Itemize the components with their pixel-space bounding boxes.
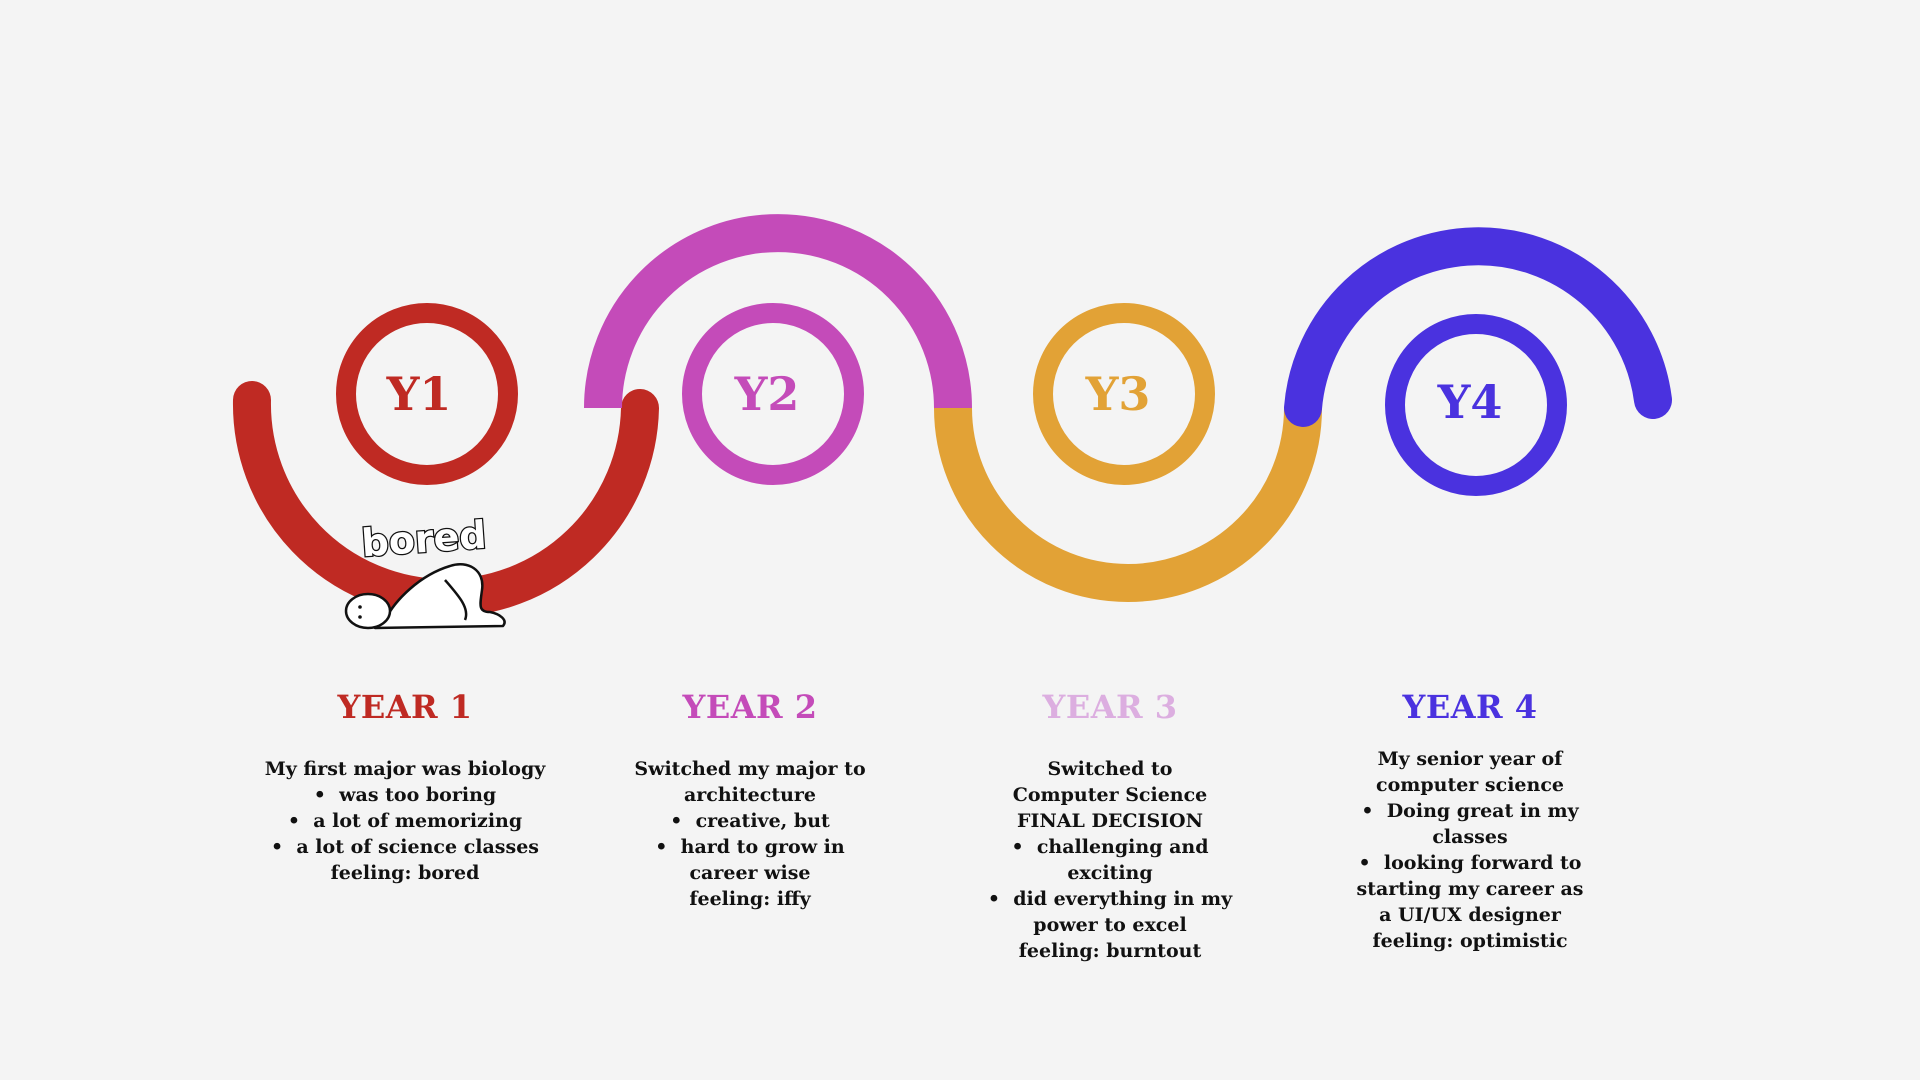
year1-details: My first major was biology was too borin… xyxy=(235,756,575,886)
year3-feeling: feeling: burntout xyxy=(1018,940,1202,962)
year3-intro: FINAL DECISION xyxy=(1017,810,1203,832)
year3-badge: Y3 xyxy=(1085,367,1151,421)
bored-sticker-text: bored xyxy=(360,513,488,566)
year2-badge: Y2 xyxy=(734,367,800,421)
year2-details: Switched my major to architecture creati… xyxy=(630,756,870,912)
year2-intro: Switched my major to architecture xyxy=(634,758,866,806)
year1-feeling: feeling: bored xyxy=(330,862,480,884)
year3-bullet: did everything in my power to excel xyxy=(975,886,1245,938)
year3-column: YEAR 3 Switched to Computer Science FINA… xyxy=(940,688,1280,964)
year4-bullet: looking forward to starting my career as… xyxy=(1355,850,1585,928)
year1-intro: My first major was biology xyxy=(264,758,546,780)
person-lying-down-icon xyxy=(344,563,506,630)
year4-ring xyxy=(1385,314,1567,496)
year4-column: YEAR 4 My senior year of computer scienc… xyxy=(1300,688,1640,954)
year2-bullet: hard to grow in career wise xyxy=(630,834,870,886)
year2-title: YEAR 2 xyxy=(682,688,818,726)
year4-bullet: Doing great in my classes xyxy=(1325,798,1615,850)
year4-badge: Y4 xyxy=(1437,375,1503,429)
year1-bullet: was too boring xyxy=(235,782,575,808)
year4-title: YEAR 4 xyxy=(1402,688,1538,726)
year1-ring xyxy=(336,303,518,485)
year1-bullet: a lot of memorizing xyxy=(235,808,575,834)
year2-bullet: creative, but xyxy=(630,808,870,834)
year2-wave-arc xyxy=(584,214,972,409)
year4-details: My senior year of computer science Doing… xyxy=(1325,746,1615,954)
year2-column: YEAR 2 Switched my major to architecture… xyxy=(580,688,920,912)
year1-bullet: a lot of science classes xyxy=(235,834,575,860)
year1-badge: Y1 xyxy=(386,367,452,421)
year4-intro: My senior year of computer science xyxy=(1376,748,1564,796)
year1-column: YEAR 1 My first major was biology was to… xyxy=(235,688,575,886)
year3-wave-arc xyxy=(934,407,1322,602)
bored-sticker: bored xyxy=(344,511,506,630)
year4-wave-arc xyxy=(1284,227,1672,427)
year3-intro: Switched to Computer Science xyxy=(1012,758,1208,806)
year3-title: YEAR 3 xyxy=(1042,688,1178,726)
year2-feeling: feeling: iffy xyxy=(689,888,811,910)
year1-title: YEAR 1 xyxy=(337,688,473,726)
year3-ring xyxy=(1033,303,1215,485)
year3-bullet: challenging and exciting xyxy=(975,834,1245,886)
year4-feeling: feeling: optimistic xyxy=(1372,930,1568,952)
year2-ring xyxy=(682,303,864,485)
year3-details: Switched to Computer Science FINAL DECIS… xyxy=(975,756,1245,964)
